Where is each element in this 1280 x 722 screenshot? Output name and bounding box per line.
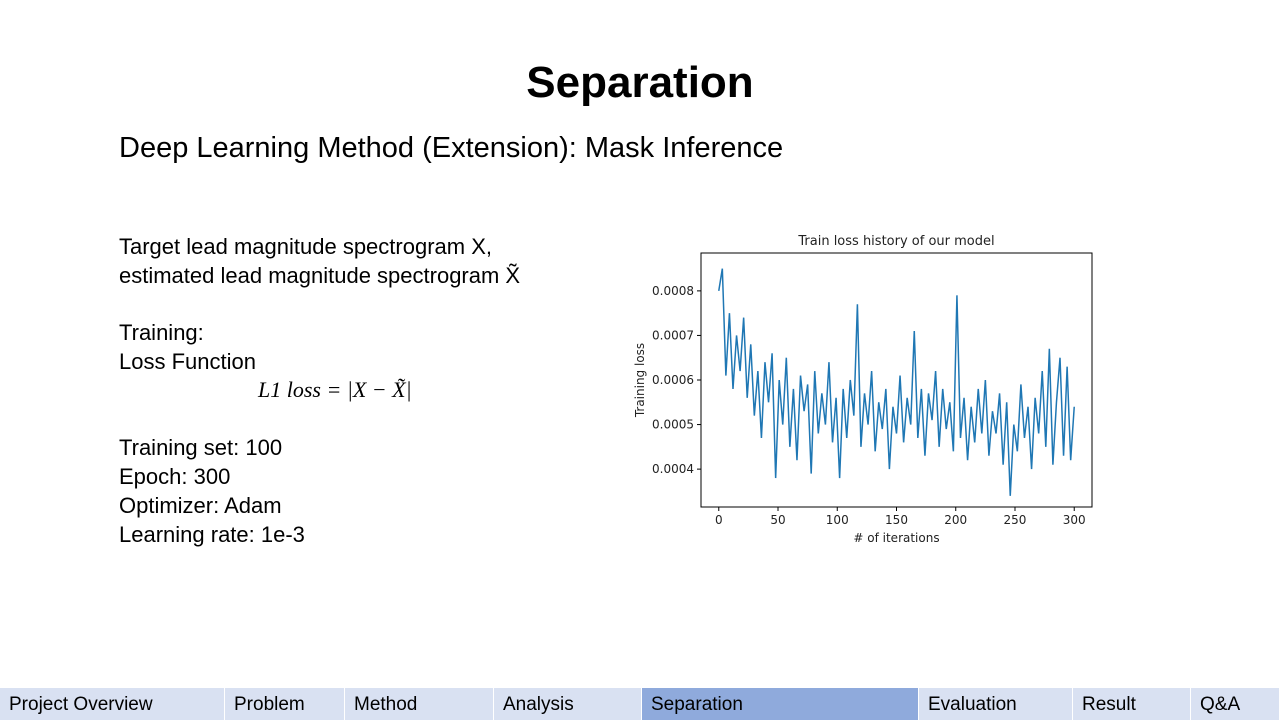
x-tick-label: 300 <box>1063 513 1086 527</box>
nav-bar: Project Overview Problem Method Analysis Sep… <box>0 688 1280 720</box>
x-tick-label: 250 <box>1004 513 1027 527</box>
text-line: Optimizer: Adam <box>119 493 282 518</box>
y-tick-label: 0.0008 <box>652 284 694 298</box>
x-tick-label: 50 <box>770 513 785 527</box>
nav-tab[interactable]: Project Overview <box>0 688 225 720</box>
nav-tab[interactable]: Analysis <box>494 688 642 720</box>
nav-tab[interactable]: Problem <box>225 688 345 720</box>
formula: L1 loss = |X − X̃| <box>258 377 412 402</box>
subtitle: Deep Learning Method (Extension): Mask I… <box>119 132 784 164</box>
x-tick-label: 200 <box>944 513 967 527</box>
y-axis-label: Training loss <box>633 343 647 418</box>
nav-tab[interactable]: Q&A <box>1191 688 1280 720</box>
nav-tab[interactable]: Evaluation <box>919 688 1073 720</box>
loss-line <box>718 268 1075 496</box>
x-tick-label: 150 <box>885 513 908 527</box>
chart: Train loss history of our model # of iter… <box>633 234 1093 545</box>
text-line: Loss Function <box>119 349 256 374</box>
y-tick-label: 0.0006 <box>652 373 694 387</box>
text-line: estimated lead magnitude spectrogram X̃ <box>119 263 521 288</box>
text-line: Training: <box>119 320 204 345</box>
y-tick-label: 0.0007 <box>652 328 694 342</box>
text-line: Epoch: 300 <box>119 464 231 489</box>
x-axis-label: # of iterations <box>853 531 939 545</box>
nav-tab[interactable]: Result <box>1073 688 1191 720</box>
plot-frame <box>700 252 1093 508</box>
text-line: Target lead magnitude spectrogram X, <box>119 234 492 259</box>
y-tick-label: 0.0004 <box>652 462 694 476</box>
slide-title: Separation <box>526 58 754 107</box>
chart-title: Train loss history of our model <box>797 234 994 249</box>
nav-tab[interactable]: Method <box>345 688 494 720</box>
nav-tab[interactable]: Separation <box>642 688 919 720</box>
text-line: Learning rate: 1e-3 <box>119 522 305 547</box>
y-tick-label: 0.0005 <box>652 418 694 432</box>
x-tick-label: 0 <box>715 513 723 527</box>
x-tick-label: 100 <box>826 513 849 527</box>
text-line: Training set: 100 <box>119 435 283 460</box>
